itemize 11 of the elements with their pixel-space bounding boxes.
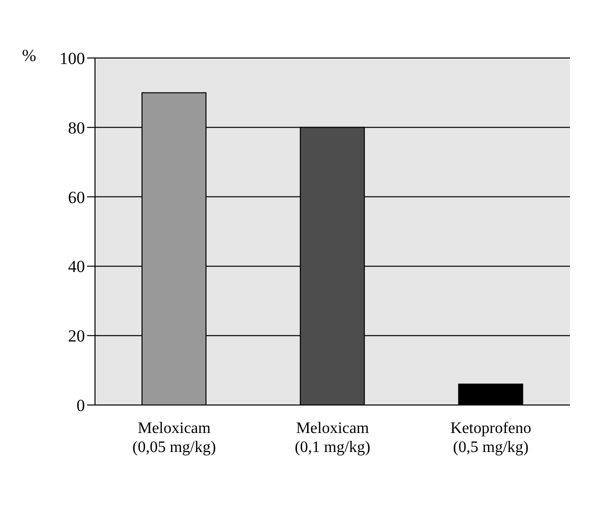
x-tick-label: Meloxicam (0,05 mg/kg) — [132, 420, 216, 456]
bar — [458, 384, 524, 405]
y-tick-label: 20 — [68, 326, 85, 346]
x-tick-label: Ketoprofeno (0,5 mg/kg) — [450, 420, 532, 456]
y-tick-label: 0 — [76, 396, 85, 416]
y-tick-label: 100 — [60, 49, 85, 68]
y-axis-title: % — [22, 46, 36, 66]
x-tick-label: Meloxicam (0,1 mg/kg) — [294, 420, 370, 456]
y-tick-label: 40 — [68, 257, 85, 276]
y-tick-label: 80 — [68, 118, 85, 138]
y-tick-label: 60 — [68, 188, 85, 207]
